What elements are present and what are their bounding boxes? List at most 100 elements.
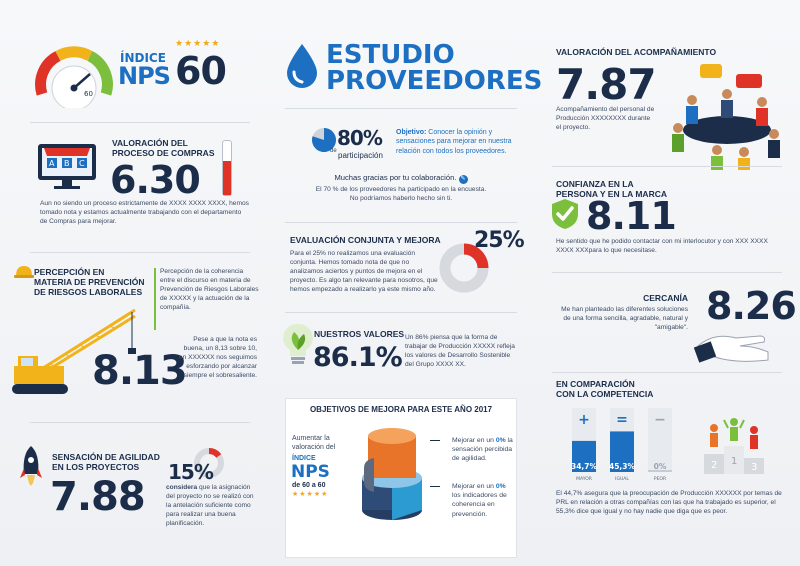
agilidad-value: 7.88 (50, 474, 146, 520)
crane-icon (12, 308, 136, 394)
objetivos-left-line2: valoración del (292, 444, 336, 452)
svg-text:B: B (64, 159, 70, 168)
handshake-hand-icon (694, 335, 769, 363)
objetivos-right2-c: los indicadores de coherencia en prevenc… (452, 492, 507, 518)
meeting-people-icon (672, 64, 780, 170)
confianza-heading: CONFIANZA EN LA PERSONA Y EN LA MARCA (556, 179, 667, 200)
objective-text: Conocer la opinión y sensaciones para me… (396, 129, 512, 155)
objetivos-right1-b: 0% (495, 437, 506, 444)
bar-track-2 (648, 408, 672, 472)
page-title-line2: PROVEEDORES (326, 66, 543, 96)
bar-category-label-0: MAYOR (576, 476, 592, 482)
participation-slice (312, 128, 336, 152)
objetivos-range: de 60 a 60 (292, 482, 326, 489)
agilidad-donut-arc (194, 448, 224, 478)
agilidad-heading-line2: EN LOS PROYECTOS (52, 461, 140, 472)
agilidad-text-block: considera que la asignación del proyecto… (166, 484, 258, 528)
compras-thermometer (222, 140, 232, 196)
acompanamiento-text: Acompañamiento del personal de Producció… (556, 106, 655, 131)
competencia-heading: EN COMPARACIÓN CON LA COMPETENCIA (556, 379, 654, 400)
podium-number-3: 3 (751, 462, 757, 473)
divider (552, 166, 782, 167)
objetivos-left: Aumentar la valoración del (292, 434, 362, 453)
eco-bulb-icon (283, 323, 313, 364)
participation-pie-icon (312, 128, 336, 152)
bar-value-label-1: 45,3% (609, 462, 636, 471)
riesgos-heading-line3: DE RIESGOS LABORALES (34, 286, 143, 297)
nps-stars: ★★★★★ (175, 38, 221, 48)
objetivos-stars: ★★★★★ (292, 491, 329, 498)
objetivos-leader-line (430, 440, 440, 441)
competencia-heading-line1: EN COMPARACIÓN (556, 379, 635, 389)
confianza-value: 8.11 (586, 194, 677, 238)
divider (30, 122, 250, 123)
objetivos-right2-b: 0% (495, 483, 506, 490)
podium-number-2: 2 (711, 460, 717, 471)
page-title-line1: ESTUDIO (326, 40, 455, 70)
riesgos-heading: PERCEPCIÓN EN MATERIA DE PREVENCIÓN DE R… (34, 267, 145, 297)
bar-icon-1: = (616, 412, 628, 428)
page-title: ESTUDIO PROVEEDORES (326, 42, 542, 94)
agilidad-text: que la asignación del proyecto no se rea… (166, 484, 254, 527)
bar-category-label-2: PEOR (654, 476, 666, 482)
divider (285, 108, 517, 109)
cercania-text: Me han planteado las diferentes solucion… (561, 306, 688, 331)
evaluacion-donut-arc (439, 243, 489, 293)
confianza-text: He sentido que he podido contactar con m… (556, 238, 768, 254)
objetivos-cylinder-chart (362, 428, 422, 520)
thanks-icon: ✎ (458, 175, 468, 184)
objective-block: Objetivo: Conocer la opinión y sensacion… (396, 128, 516, 156)
divider (552, 372, 782, 373)
agilidad-heading: SENSACIÓN DE AGILIDAD EN LOS PROYECTOS (52, 452, 160, 473)
shield-check-icon (552, 199, 578, 229)
compras-thermometer-fill (223, 160, 231, 195)
thanks-text3: No podríamos haberlo hecho sin ti. (349, 195, 453, 202)
agilidad-text-bold: considera (166, 484, 198, 491)
hard-hat-icon (14, 266, 34, 278)
objetivos-heading: OBJETIVOS DE MEJORA PARA ESTE AÑO 2017 (309, 405, 493, 414)
thanks-text: Muchas gracias por tu colaboración. (334, 173, 457, 182)
evaluacion-donut (439, 243, 489, 293)
water-drop-icon (287, 44, 317, 88)
riesgos-heading-line1: PERCEPCIÓN EN (34, 267, 105, 277)
acompanamiento-heading: VALORACIÓN DEL ACOMPAÑAMIENTO (556, 47, 717, 57)
thanks-line: Muchas gracias por tu colaboración. ✎ (285, 173, 517, 184)
riesgos-accent-bar (154, 268, 156, 330)
objetivos-nps-indice: ÍNDICE (292, 455, 316, 462)
bar-value-label-2: 0% (654, 462, 667, 471)
svg-text:C: C (79, 159, 85, 168)
competencia-text: El 44,7% asegura que la preocupación de … (556, 490, 782, 515)
bar-value-label-0: 34,7% (571, 462, 598, 471)
rocket-icon (20, 446, 42, 486)
acompanamiento-value: 7.87 (556, 60, 657, 109)
podium-people-icon: 2 1 3 (704, 418, 764, 474)
bar-mayor (572, 440, 596, 472)
compras-heading: VALORACIÓN DEL PROCESO DE COMPRAS (112, 138, 215, 159)
valores-value: 86.1% (313, 342, 403, 373)
objetivos-right2: Mejorar en un 0% los indicadores de cohe… (452, 482, 514, 519)
gauge-value: 60 (84, 90, 93, 98)
podium-number-1: 1 (731, 456, 737, 467)
evaluacion-text: Para el 25% no realizamos una evaluación… (290, 250, 438, 293)
cercania-value: 8.26 (706, 284, 797, 328)
objetivos-right1: Mejorar en un 0% la sensación percibida … (452, 436, 514, 464)
thanks-text2: El 70 % de los proveedores ha participad… (315, 186, 487, 193)
bar-icon-0: + (578, 412, 590, 428)
cercania-heading: CERCANÍA (643, 293, 688, 303)
objetivos-leader-line (430, 486, 440, 487)
compras-heading-line1: VALORACIÓN DEL (112, 138, 188, 148)
objetivos-nps-label: NPS (291, 462, 330, 482)
nps-label: NPS (118, 62, 171, 90)
objetivos-right1-c: la sensación percibida de agilidad. (452, 437, 513, 463)
agilidad-donut (194, 448, 224, 478)
competencia-heading-line2: CON LA COMPETENCIA (556, 388, 654, 399)
divider (30, 252, 250, 253)
valores-heading: NUESTROS VALORES (314, 329, 405, 339)
divider (552, 272, 782, 273)
bar-igual (610, 431, 634, 472)
evaluacion-pct: 25% (474, 228, 525, 253)
bar-category-label-1: IGUAL (615, 476, 629, 482)
confianza-heading-line1: CONFIANZA EN LA (556, 179, 634, 189)
evaluacion-heading: EVALUACIÓN CONJUNTA Y MEJORA (290, 235, 441, 245)
